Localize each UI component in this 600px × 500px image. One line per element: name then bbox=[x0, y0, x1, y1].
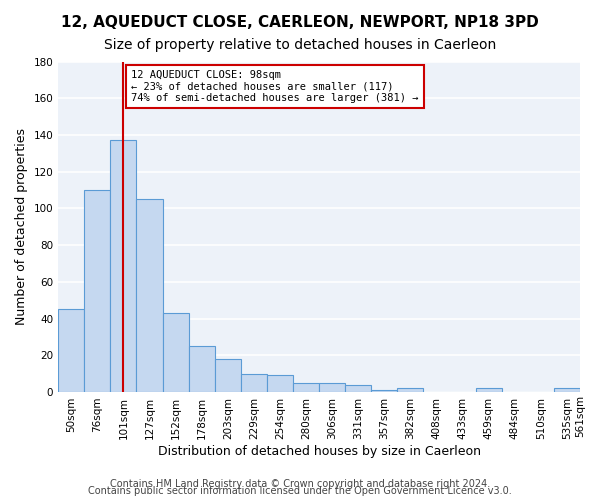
Bar bbox=[397, 388, 424, 392]
Bar bbox=[345, 384, 371, 392]
Bar bbox=[163, 313, 188, 392]
Text: 12 AQUEDUCT CLOSE: 98sqm
← 23% of detached houses are smaller (117)
74% of semi-: 12 AQUEDUCT CLOSE: 98sqm ← 23% of detach… bbox=[131, 70, 419, 103]
Bar bbox=[110, 140, 136, 392]
Text: Contains public sector information licensed under the Open Government Licence v3: Contains public sector information licen… bbox=[88, 486, 512, 496]
Bar bbox=[554, 388, 580, 392]
Bar bbox=[371, 390, 397, 392]
Bar bbox=[476, 388, 502, 392]
Bar bbox=[188, 346, 215, 392]
Bar bbox=[267, 376, 293, 392]
Bar bbox=[215, 359, 241, 392]
Bar bbox=[58, 310, 84, 392]
Text: 12, AQUEDUCT CLOSE, CAERLEON, NEWPORT, NP18 3PD: 12, AQUEDUCT CLOSE, CAERLEON, NEWPORT, N… bbox=[61, 15, 539, 30]
Bar bbox=[136, 199, 163, 392]
X-axis label: Distribution of detached houses by size in Caerleon: Distribution of detached houses by size … bbox=[158, 444, 481, 458]
Text: 561sqm: 561sqm bbox=[575, 396, 585, 438]
Y-axis label: Number of detached properties: Number of detached properties bbox=[15, 128, 28, 325]
Bar bbox=[293, 383, 319, 392]
Bar bbox=[319, 383, 345, 392]
Text: Contains HM Land Registry data © Crown copyright and database right 2024.: Contains HM Land Registry data © Crown c… bbox=[110, 479, 490, 489]
Bar bbox=[84, 190, 110, 392]
Bar bbox=[241, 374, 267, 392]
Text: Size of property relative to detached houses in Caerleon: Size of property relative to detached ho… bbox=[104, 38, 496, 52]
